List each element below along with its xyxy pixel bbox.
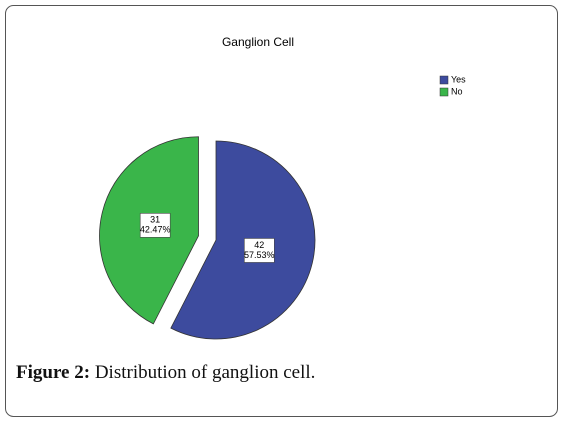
data-label-box: [139, 213, 171, 238]
data-label-count: 42: [254, 240, 264, 250]
legend-label: No: [451, 86, 463, 96]
pie-slice: [170, 140, 316, 340]
data-label-count: 31: [150, 215, 160, 225]
data-label-percent: 57.53%: [244, 250, 275, 260]
caption: Figure 2: Distribution of ganglion cell.: [16, 362, 315, 384]
caption-text: Distribution of ganglion cell.: [94, 362, 316, 383]
data-label-percent: 42.47%: [140, 225, 171, 235]
chart-title: Ganglion Cell: [222, 35, 294, 49]
legend-swatch: [439, 87, 449, 97]
caption-label: Figure 2:: [16, 362, 91, 383]
legend-swatch: [439, 75, 449, 85]
data-label-box: [244, 238, 275, 263]
legend-label: Yes: [451, 74, 466, 84]
